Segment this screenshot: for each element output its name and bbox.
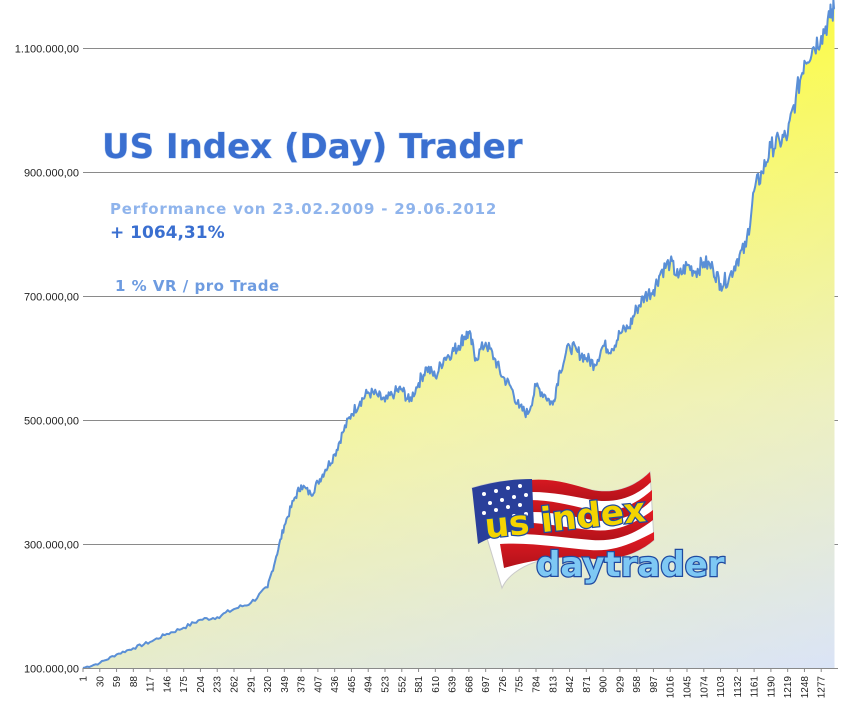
x-tick-label: 436 [330,676,341,693]
x-tick-label: 639 [448,676,459,693]
x-tick-label: 987 [649,676,660,693]
x-tick-label: 726 [498,676,509,693]
x-tick-label: 1 [79,676,90,682]
x-tick-label: 1074 [699,676,710,699]
x-tick-label: 552 [397,676,408,693]
y-tick-label: 500.000,00 [24,416,79,428]
x-tick-label: 871 [582,676,593,693]
y-tick-label: 100.000,00 [24,664,79,676]
x-tick-label: 1103 [716,676,727,698]
x-tick-label: 88 [129,676,140,688]
x-tick-label: 378 [297,676,308,693]
equity-line [82,0,836,669]
x-tick-label: 581 [414,676,425,693]
y-tick-label: 1.100.000,00 [15,44,79,56]
x-tick-label: 1045 [683,676,694,699]
x-tick-label: 668 [464,676,475,693]
x-tick-label: 233 [213,676,224,693]
x-axis: 1 30 59 88 117 146 175 204 233 262 291 320 349 378 407… [79,668,838,699]
x-tick-label: 1248 [800,676,811,699]
y-tick-label: 300.000,00 [24,540,79,552]
risk-per-trade: 1 % VR / pro Trade [115,277,280,295]
x-tick-label: 1132 [733,676,744,698]
x-tick-label: 610 [431,676,442,693]
performance-period: Performance von 23.02.2009 - 29.06.2012 [110,200,497,218]
x-tick-label: 900 [599,676,610,693]
x-tick-label: 407 [313,676,324,693]
x-tick-label: 1219 [783,676,794,699]
x-tick-label: 842 [565,676,576,693]
us-index-daytrader-logo: us index daytrader [471,470,726,590]
x-tick-label: 204 [196,676,207,693]
x-tick-label: 784 [532,676,543,693]
x-tick-label: 1161 [750,676,761,698]
y-axis: 100.000,00 300.000,00 500.000,00 700.000,00… [15,44,79,676]
x-tick-label: 929 [615,676,626,693]
x-tick-label: 697 [481,676,492,693]
logo-lettering-bottom: daytrader [536,545,725,585]
y-tick-label: 900.000,00 [24,168,79,180]
x-tick-label: 117 [146,676,157,692]
x-tick-label: 349 [280,676,291,693]
chart-title: US Index (Day) Trader [102,127,523,167]
x-tick-label: 262 [230,676,241,693]
x-tick-label: 1016 [666,676,677,699]
x-tick-label: 146 [162,676,173,693]
x-tick-label: 59 [112,676,123,688]
x-tick-label: 494 [364,676,375,693]
x-tick-label: 958 [632,676,643,693]
x-tick-label: 320 [263,676,274,693]
x-tick-label: 523 [381,676,392,693]
flag-stars [482,484,528,524]
flag-icon [471,470,655,590]
x-tick-label: 755 [515,676,526,693]
x-tick-label: 465 [347,676,358,693]
x-tick-label: 30 [95,676,106,688]
x-tick-label: 291 [246,676,257,693]
performance-percent: + 1064,31% [110,223,225,243]
x-tick-label: 175 [179,676,190,693]
x-tick-label: 813 [548,676,559,693]
x-tick-label: 1190 [766,676,777,698]
x-tick-label: 1277 [817,676,828,699]
y-tick-label: 700.000,00 [24,292,79,304]
